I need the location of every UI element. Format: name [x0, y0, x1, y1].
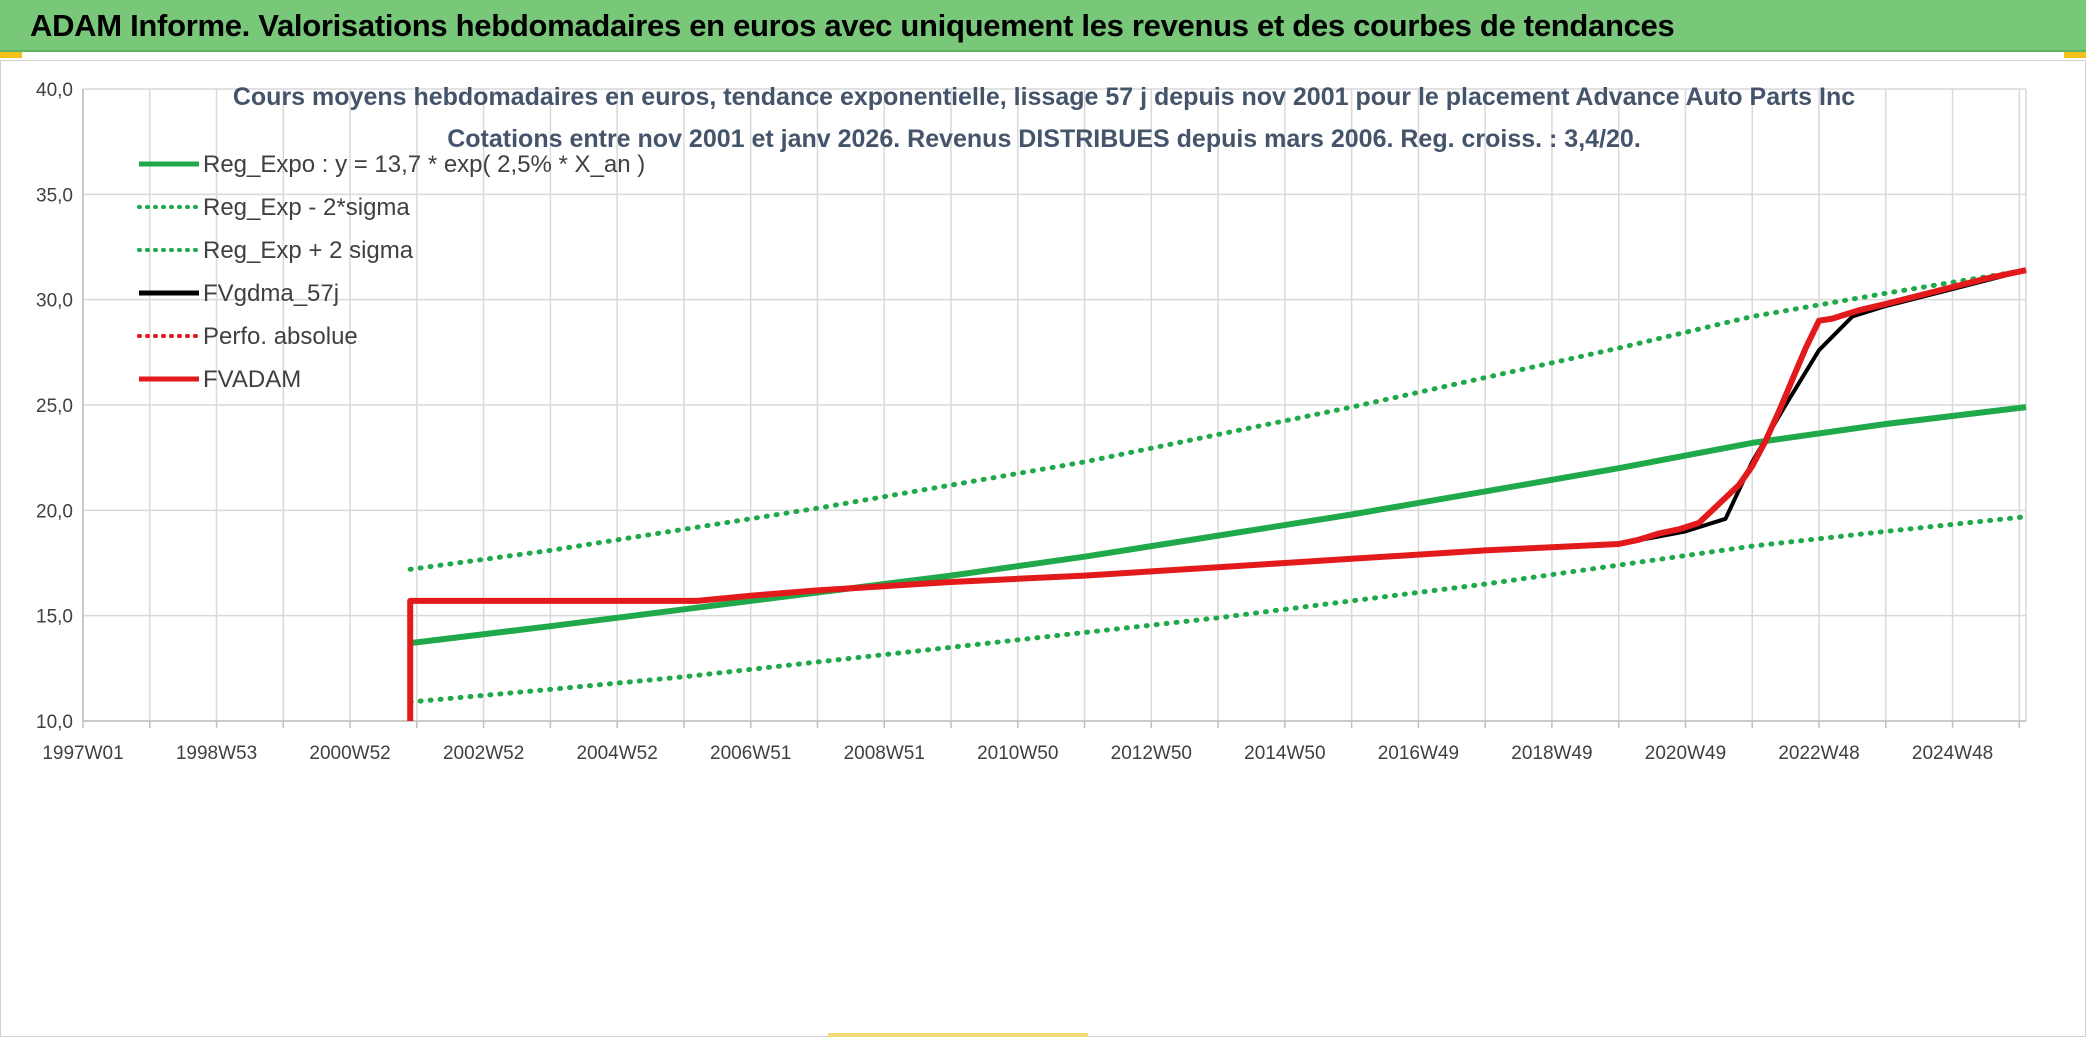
x-tick-label: 2018W49 [1511, 743, 1592, 764]
bottom-marker [828, 1033, 1088, 1037]
x-tick-label: 2006W51 [710, 743, 791, 764]
series-line-5 [407, 267, 2027, 721]
axes: 10,0 15,0 20,0 25,0 30,0 35,0 40,0 1997W01 1998W… [36, 80, 2026, 764]
grid-lines [82, 88, 2027, 722]
x-tick-label: 2022W48 [1778, 743, 1859, 764]
legend-entry-2: Reg_Exp + 2 sigma [203, 237, 414, 264]
series-line-2 [407, 267, 2029, 572]
x-tick-label: 1997W01 [42, 743, 123, 764]
legend-entry-5: FVADAM [203, 366, 301, 393]
corner-marker-left [0, 52, 22, 58]
chart-title-line-2: Cotations entre nov 2001 et janv 2026. R… [447, 125, 1641, 153]
report-title: ADAM Informe. Valorisations hebdomadaire… [30, 8, 1675, 43]
line-chart: 10,0 15,0 20,0 25,0 30,0 35,0 40,0 1997W01 1998W… [36, 80, 2029, 764]
y-tick-label: 20,0 [36, 501, 73, 522]
legend-entry-1: Reg_Exp - 2*sigma [203, 194, 410, 221]
x-tick-label: 2002W52 [443, 743, 524, 764]
x-tick-label: 2008W51 [844, 743, 925, 764]
legend-entry-4: Perfo. absolue [203, 323, 358, 350]
report-banner: ADAM Informe. Valorisations hebdomadaire… [0, 0, 2086, 52]
x-tick-label: 2012W50 [1111, 743, 1192, 764]
legend-entry-3: FVgdma_57j [203, 280, 339, 307]
chart-title-line-1: Cours moyens hebdomadaires en euros, ten… [233, 83, 1855, 111]
x-tick-label: 1998W53 [176, 743, 257, 764]
y-tick-label: 40,0 [36, 80, 73, 101]
chart-area: 10,0 15,0 20,0 25,0 30,0 35,0 40,0 1997W01 1998W… [0, 60, 2086, 1037]
series-lines [407, 267, 2029, 721]
series-line-1 [407, 514, 2029, 705]
y-tick-label: 35,0 [36, 185, 73, 206]
x-tick-label: 2024W48 [1912, 743, 1993, 764]
legend-entry-0: Reg_Expo : y = 13,7 * exp( 2,5% * X_an ) [203, 151, 645, 178]
x-tick-label: 2014W50 [1244, 743, 1325, 764]
corner-marker-right [2064, 52, 2086, 58]
x-tick-label: 2000W52 [309, 743, 390, 764]
y-tick-label: 30,0 [36, 291, 73, 312]
y-tick-label: 25,0 [36, 396, 73, 417]
series-line-0 [409, 404, 2027, 647]
x-tick-label: 2016W49 [1378, 743, 1459, 764]
y-tick-label: 10,0 [36, 712, 73, 733]
x-tick-label: 2004W52 [576, 743, 657, 764]
y-tick-label: 15,0 [36, 607, 73, 628]
x-tick-label: 2010W50 [977, 743, 1058, 764]
x-tick-label: 2020W49 [1645, 743, 1726, 764]
legend: Reg_Expo : y = 13,7 * exp( 2,5% * X_an )… [137, 151, 645, 393]
